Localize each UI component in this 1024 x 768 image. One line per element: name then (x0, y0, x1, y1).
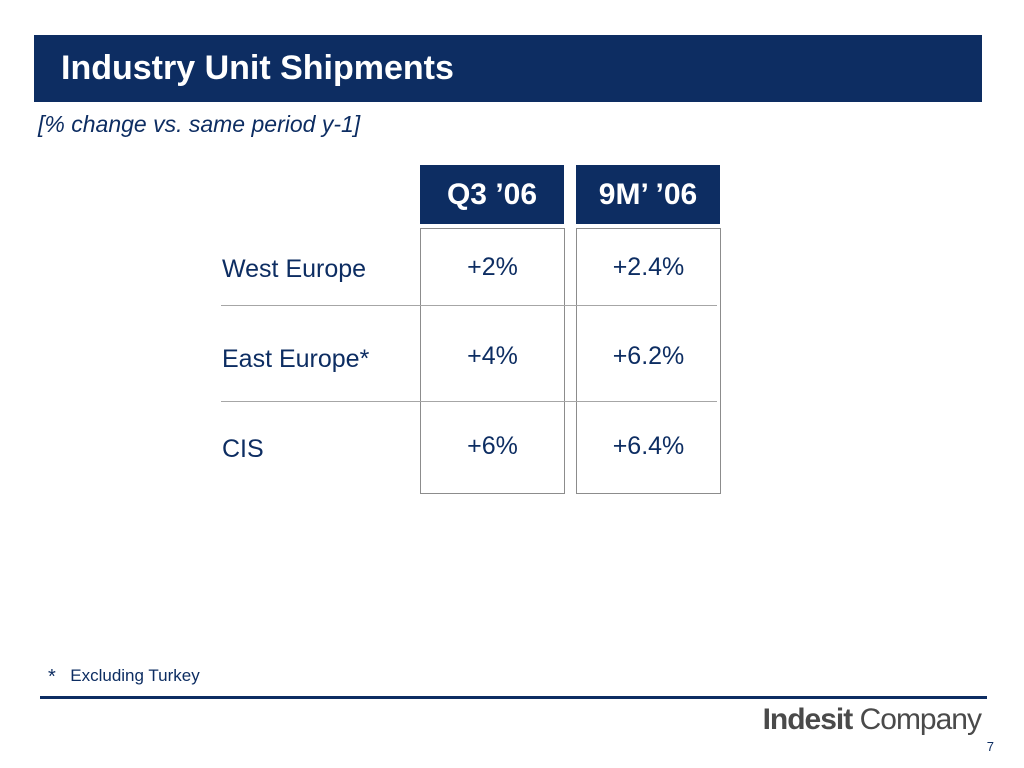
cell-west-europe-q3: +2% (467, 253, 518, 281)
page-number: 7 (986, 739, 994, 754)
cell-cis-9m: +6.4% (612, 432, 685, 460)
title-bar: Industry Unit Shipments (34, 35, 982, 102)
row-label-east-europe: East Europe* (222, 345, 370, 373)
row-divider (221, 401, 717, 402)
slide-subtitle: [% change vs. same period y-1] (38, 111, 361, 137)
logo-wordmark-light: Company (859, 703, 982, 736)
cell-east-europe-9m: +6.2% (612, 342, 685, 370)
footnote-text: Excluding Turkey (70, 666, 200, 685)
row-label-cis: CIS (222, 435, 264, 463)
footnote: * Excluding Turkey (48, 666, 200, 689)
column-box-9m (576, 228, 721, 494)
row-label-west-europe: West Europe (222, 255, 367, 283)
footer-rule (40, 696, 987, 699)
column-header-q3: Q3 ’06 (420, 165, 564, 224)
cell-west-europe-9m: +2.4% (612, 253, 685, 281)
cell-cis-q3: +6% (467, 432, 518, 460)
company-logo: Indesit Company (762, 703, 982, 737)
cell-east-europe-q3: +4% (467, 342, 518, 370)
column-box-q3 (420, 228, 565, 494)
footnote-mark: * (48, 666, 56, 688)
row-divider (221, 305, 717, 306)
column-header-9m: 9M’ ’06 (576, 165, 720, 224)
logo-wordmark-bold: Indesit (762, 703, 854, 736)
slide-title: Industry Unit Shipments (61, 49, 454, 87)
